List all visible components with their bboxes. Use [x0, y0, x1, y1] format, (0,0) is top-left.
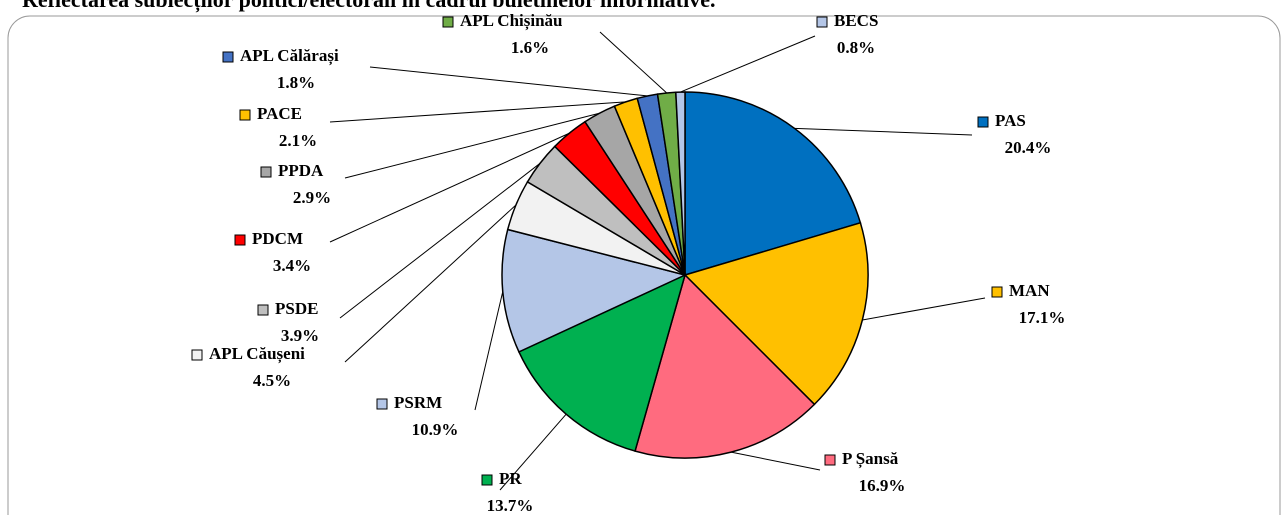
- legend-marker: [376, 398, 388, 410]
- value-label: 16.9%: [859, 476, 906, 495]
- leader-line: [499, 413, 567, 491]
- slice-label: PACE: [257, 104, 302, 123]
- legend-marker: [816, 16, 828, 28]
- value-label: 3.9%: [281, 326, 319, 345]
- legend-marker: [442, 16, 454, 28]
- legend-marker: [977, 116, 989, 128]
- slice-label: PPDA: [278, 161, 324, 180]
- legend-marker: [260, 166, 272, 178]
- value-label: 10.9%: [412, 420, 459, 439]
- slice-label: BECS: [834, 11, 878, 30]
- slice-label: MAN: [1009, 281, 1050, 300]
- value-label: 2.1%: [279, 131, 317, 150]
- slice-label: PR: [499, 469, 522, 488]
- leader-line: [344, 204, 517, 363]
- value-label: 0.8%: [837, 38, 875, 57]
- legend-marker: [481, 474, 493, 486]
- leader-line: [369, 66, 648, 97]
- leader-line: [794, 127, 973, 136]
- slice-label: PAS: [995, 111, 1026, 130]
- leader-line: [329, 101, 626, 123]
- leader-line: [862, 297, 986, 321]
- leader-line: [339, 162, 541, 319]
- legend-marker: [239, 109, 251, 121]
- legend-marker: [191, 349, 203, 361]
- slice-label: P Șansă: [842, 449, 899, 469]
- legend-marker: [991, 286, 1003, 298]
- slice-label: PSRM: [394, 393, 442, 412]
- value-label: 1.8%: [277, 73, 315, 92]
- value-label: 13.7%: [487, 496, 534, 515]
- slice-label: APL Călărași: [240, 46, 339, 66]
- slice-label: APL Chișinău: [460, 11, 563, 31]
- value-label: 1.6%: [511, 38, 549, 57]
- leader-line: [329, 132, 570, 243]
- leader-line: [344, 112, 600, 179]
- value-label: 2.9%: [293, 188, 331, 207]
- value-label: 3.4%: [273, 256, 311, 275]
- value-label: 17.1%: [1019, 308, 1066, 327]
- leader-line: [730, 451, 821, 471]
- value-label: 4.5%: [253, 371, 291, 390]
- legend-marker: [824, 454, 836, 466]
- leader-line: [599, 31, 667, 94]
- slice-label: PDCM: [252, 229, 303, 248]
- legend-marker: [222, 51, 234, 63]
- leader-line: [474, 291, 504, 411]
- chart-title: Reflectarea subiecților politici/elector…: [22, 0, 715, 13]
- legend-marker: [234, 234, 246, 246]
- leader-line: [680, 35, 816, 93]
- slice-label: PSDE: [275, 299, 318, 318]
- pie-slice: [675, 91, 686, 276]
- slice-label: APL Căușeni: [209, 344, 305, 364]
- pie-slice: [684, 91, 862, 277]
- value-label: 20.4%: [1005, 138, 1052, 157]
- legend-marker: [257, 304, 269, 316]
